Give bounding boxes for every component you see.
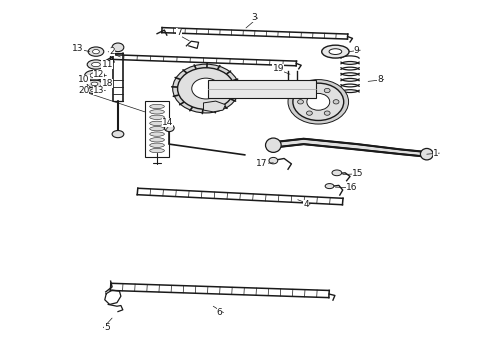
Text: 20: 20 bbox=[78, 86, 90, 95]
Ellipse shape bbox=[150, 132, 164, 136]
Text: 13: 13 bbox=[72, 44, 84, 53]
Ellipse shape bbox=[150, 138, 164, 142]
Ellipse shape bbox=[150, 115, 164, 120]
Ellipse shape bbox=[306, 88, 312, 93]
Ellipse shape bbox=[322, 45, 349, 58]
Ellipse shape bbox=[288, 80, 348, 124]
Ellipse shape bbox=[93, 49, 99, 54]
Ellipse shape bbox=[333, 100, 339, 104]
Ellipse shape bbox=[329, 49, 342, 54]
Ellipse shape bbox=[85, 70, 104, 80]
Ellipse shape bbox=[150, 143, 164, 147]
Text: 18: 18 bbox=[101, 80, 113, 89]
Ellipse shape bbox=[88, 87, 99, 94]
Ellipse shape bbox=[150, 148, 164, 153]
Ellipse shape bbox=[293, 83, 343, 121]
Ellipse shape bbox=[297, 100, 303, 104]
Text: 14: 14 bbox=[162, 118, 173, 127]
Ellipse shape bbox=[112, 43, 124, 51]
Text: 16: 16 bbox=[346, 183, 357, 192]
Text: 1: 1 bbox=[433, 149, 439, 158]
Text: 4: 4 bbox=[303, 200, 309, 209]
Text: 9: 9 bbox=[353, 46, 359, 55]
Ellipse shape bbox=[91, 82, 98, 86]
Text: 2: 2 bbox=[109, 47, 115, 56]
Ellipse shape bbox=[420, 148, 433, 160]
Ellipse shape bbox=[88, 47, 104, 56]
Text: 12: 12 bbox=[93, 71, 104, 80]
Text: 17: 17 bbox=[256, 159, 268, 168]
Ellipse shape bbox=[325, 184, 334, 189]
Ellipse shape bbox=[150, 110, 164, 114]
Ellipse shape bbox=[164, 125, 174, 132]
Text: 11: 11 bbox=[101, 60, 113, 69]
Text: 3: 3 bbox=[251, 13, 257, 22]
Polygon shape bbox=[272, 139, 427, 157]
Text: 7: 7 bbox=[176, 28, 182, 37]
Ellipse shape bbox=[91, 89, 97, 92]
Ellipse shape bbox=[266, 138, 281, 152]
Ellipse shape bbox=[150, 121, 164, 126]
Ellipse shape bbox=[112, 131, 124, 138]
Text: 10: 10 bbox=[78, 75, 90, 84]
Bar bbox=[145, 101, 169, 157]
Polygon shape bbox=[203, 101, 225, 112]
Text: 13: 13 bbox=[93, 86, 104, 95]
Ellipse shape bbox=[324, 88, 330, 93]
Ellipse shape bbox=[269, 157, 278, 164]
Ellipse shape bbox=[324, 111, 330, 115]
Text: 8: 8 bbox=[377, 75, 383, 84]
Ellipse shape bbox=[172, 64, 239, 113]
Text: 5: 5 bbox=[104, 323, 110, 332]
Text: 6: 6 bbox=[217, 308, 222, 317]
Ellipse shape bbox=[87, 80, 102, 88]
Text: 15: 15 bbox=[352, 169, 363, 178]
Ellipse shape bbox=[307, 94, 330, 110]
Ellipse shape bbox=[192, 78, 220, 99]
Ellipse shape bbox=[90, 73, 99, 78]
Ellipse shape bbox=[332, 170, 342, 176]
Ellipse shape bbox=[92, 62, 100, 67]
Ellipse shape bbox=[87, 60, 105, 69]
Bar bbox=[208, 80, 316, 98]
Ellipse shape bbox=[306, 111, 312, 115]
Ellipse shape bbox=[150, 104, 164, 109]
Text: 19: 19 bbox=[272, 64, 284, 73]
Ellipse shape bbox=[177, 68, 234, 109]
Ellipse shape bbox=[150, 127, 164, 131]
